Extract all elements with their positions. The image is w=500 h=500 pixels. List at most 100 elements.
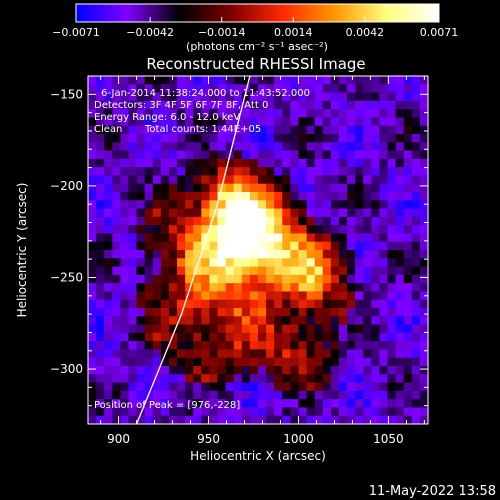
heatmap-pixel	[225, 390, 235, 400]
heatmap-pixel	[379, 241, 389, 251]
heatmap-pixel	[355, 192, 364, 201]
heatmap-pixel	[403, 241, 413, 251]
heatmap-pixel	[128, 332, 138, 342]
heatmap-pixel	[403, 92, 413, 102]
heatmap-pixel	[306, 125, 316, 135]
heatmap-pixel	[233, 316, 243, 326]
heatmap-pixel	[201, 84, 211, 94]
annotation-time: 6-Jan-2014 11:38:24.000 to 11:43:52.000	[101, 88, 310, 99]
heatmap-pixel	[403, 109, 413, 119]
heatmap-pixel	[177, 291, 186, 301]
heatmap-pixel	[338, 192, 348, 201]
heatmap-pixel	[403, 399, 413, 409]
heatmap-pixel	[209, 84, 219, 94]
heatmap-pixel	[379, 374, 389, 384]
heatmap-pixel	[136, 316, 146, 326]
heatmap-pixel	[152, 109, 162, 119]
colorbar-tick-label: 0.0014	[274, 26, 313, 39]
heatmap-pixel	[120, 76, 130, 85]
heatmap-pixel	[249, 415, 259, 424]
heatmap-pixel	[266, 167, 275, 177]
heatmap-pixel	[347, 357, 356, 367]
axis-ticks: 900 950 1000 1050−150−200−250−300	[50, 75, 428, 446]
heatmap-pixel	[96, 233, 105, 243]
heatmap-pixel	[306, 382, 316, 392]
heatmap-pixel	[306, 216, 316, 226]
heatmap-pixel	[249, 167, 259, 177]
heatmap-pixel	[411, 258, 421, 268]
heatmap-pixel	[282, 109, 291, 119]
heatmap-pixel	[403, 167, 413, 177]
heatmap-pixel	[395, 241, 405, 251]
heatmap-pixel	[88, 299, 97, 309]
heatmap-pixel	[185, 175, 194, 185]
heatmap-pixel	[419, 407, 428, 417]
heatmap-pixel	[241, 299, 251, 309]
heatmap-pixel	[104, 175, 113, 185]
heatmap-pixel	[298, 200, 308, 210]
heatmap-pixel	[379, 341, 389, 351]
heatmap-pixel	[104, 125, 113, 135]
heatmap-pixel	[241, 266, 251, 276]
heatmap-pixel	[298, 308, 308, 317]
heatmap-pixel	[363, 109, 372, 119]
heatmap-pixel	[177, 109, 186, 119]
heatmap-pixel	[241, 167, 251, 177]
heatmap-pixel	[112, 258, 121, 268]
heatmap-pixel	[379, 233, 389, 243]
heatmap-pixel	[355, 158, 364, 168]
heatmap-pixel	[201, 216, 211, 226]
heatmap-pixel	[266, 341, 275, 351]
heatmap-pixel	[322, 332, 332, 342]
heatmap-pixel	[185, 192, 194, 201]
heatmap-pixel	[395, 150, 405, 160]
heatmap-pixel	[282, 92, 291, 102]
heatmap-pixel	[144, 134, 154, 143]
heatmap-pixel	[241, 216, 251, 226]
heatmap-pixel	[177, 241, 186, 251]
heatmap-pixel	[371, 374, 381, 384]
heatmap-pixel	[193, 76, 202, 85]
heatmap-pixel	[120, 241, 130, 251]
heatmap-pixel	[379, 250, 389, 259]
heatmap-pixel	[217, 374, 227, 384]
heatmap-pixel	[225, 200, 235, 210]
heatmap-pixel	[209, 183, 219, 193]
heatmap-pixel	[290, 241, 300, 251]
heatmap-pixel	[314, 167, 324, 177]
heatmap-pixel	[249, 299, 259, 309]
heatmap-pixel	[233, 299, 243, 309]
heatmap-pixel	[387, 100, 397, 110]
heatmap-pixel	[419, 357, 428, 367]
heatmap-pixel	[347, 150, 356, 160]
heatmap-pixel	[225, 291, 235, 301]
heatmap-pixel	[274, 208, 283, 218]
heatmap-pixel	[128, 158, 138, 168]
heatmap-pixel	[209, 274, 219, 284]
heatmap-pixel	[274, 109, 283, 119]
heatmap-pixel	[177, 84, 186, 94]
heatmap-pixel	[338, 250, 348, 259]
heatmap-pixel	[193, 208, 202, 218]
heatmap-pixel	[201, 415, 211, 424]
heatmap-pixel	[152, 183, 162, 193]
heatmap-pixel	[387, 341, 397, 351]
heatmap-pixel	[347, 216, 356, 226]
heatmap-pixel	[282, 341, 291, 351]
heatmap-pixel	[233, 76, 243, 85]
heatmap-pixel	[201, 233, 211, 243]
heatmap-pixel	[298, 208, 308, 218]
heatmap-pixel	[266, 76, 275, 85]
heatmap-pixel	[403, 407, 413, 417]
heatmap-pixel	[403, 390, 413, 400]
heatmap-pixel	[225, 283, 235, 293]
heatmap-pixel	[314, 150, 324, 160]
heatmap-pixel	[322, 357, 332, 367]
heatmap-pixel	[306, 291, 316, 301]
heatmap-pixel	[112, 299, 121, 309]
heatmap-pixel	[274, 291, 283, 301]
heatmap-pixel	[355, 208, 364, 218]
heatmap-pixel	[241, 142, 251, 152]
heatmap-pixel	[290, 250, 300, 259]
heatmap-pixel	[88, 158, 97, 168]
